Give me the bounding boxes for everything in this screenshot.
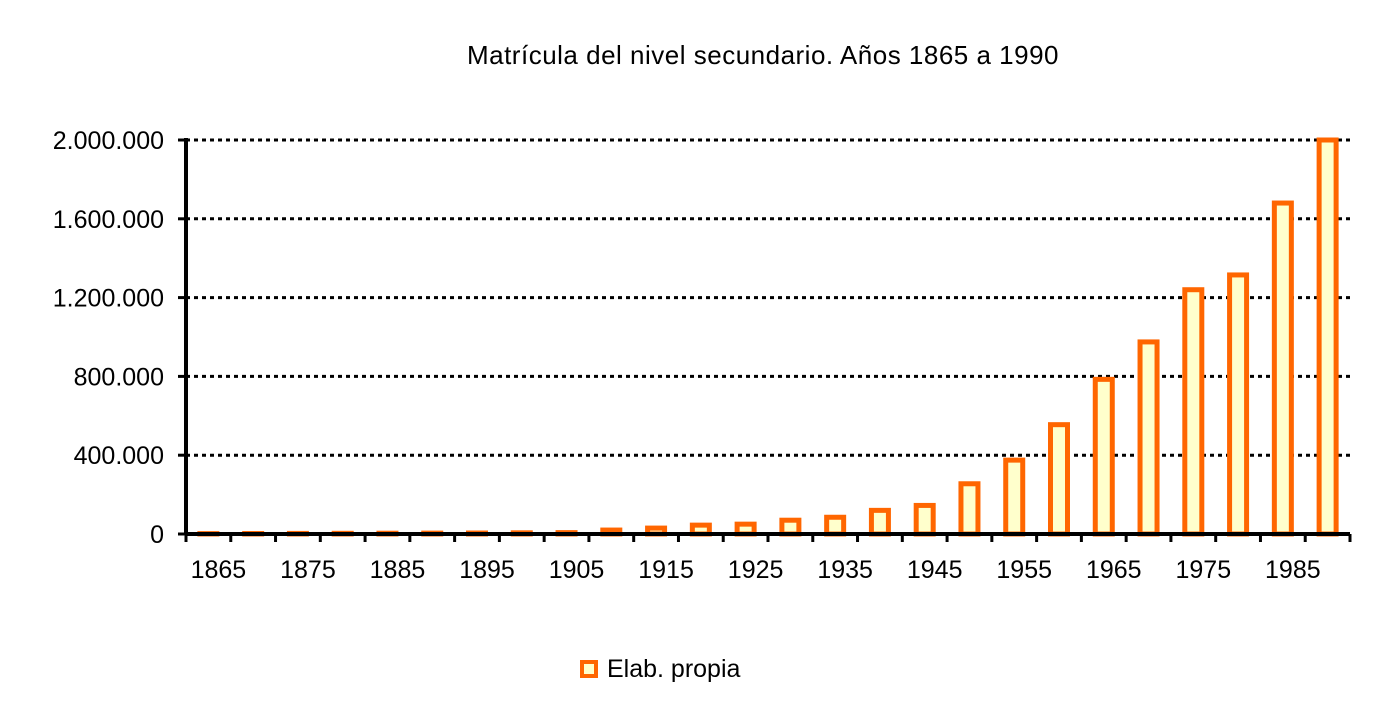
bar-1985	[1271, 200, 1294, 537]
bar-1955	[1003, 457, 1026, 537]
bar-1940	[868, 507, 891, 537]
x-tick-label: 1975	[1175, 556, 1231, 584]
bar-1980	[1227, 272, 1250, 537]
x-tick-labels: 1865 1875 1885 1895 1905 1915 1925 1935 1945 1955…	[191, 556, 1321, 584]
y-tick-labels: 0 400.000 800.000 1.200.000 1.600.000 2.000.0…	[53, 127, 164, 549]
legend-swatch	[580, 660, 598, 678]
y-tick-label: 0	[150, 521, 164, 549]
bar-1990	[1316, 137, 1339, 537]
y-tick-label: 2.000.000	[53, 127, 164, 155]
bar-1950	[958, 481, 981, 537]
chart-title: Matrícula del nivel secundario. Años 186…	[466, 40, 1060, 70]
y-tick-label: 800.000	[74, 363, 164, 391]
x-tick-label: 1985	[1265, 556, 1321, 584]
x-tick-label: 1885	[370, 556, 426, 584]
x-tick-label: 1935	[817, 556, 873, 584]
x-tick-label: 1925	[728, 556, 784, 584]
x-tick-label: 1945	[907, 556, 963, 584]
x-tick-label: 1865	[191, 556, 247, 584]
x-tick-label: 1895	[459, 556, 515, 584]
gridlines	[186, 138, 1350, 457]
bar-1960	[1048, 422, 1070, 537]
legend-label: Elab. propia	[607, 654, 741, 683]
bar-1945	[913, 502, 936, 537]
y-tick-label: 1.200.000	[53, 285, 164, 313]
axes	[178, 138, 1352, 542]
bar-1935	[824, 514, 847, 537]
bar-1970	[1137, 339, 1160, 537]
bar-1975	[1182, 287, 1205, 537]
bar-1965	[1092, 376, 1115, 537]
x-tick-label: 1965	[1086, 556, 1142, 584]
x-tick-label: 1915	[638, 556, 694, 584]
legend: Elab. propia	[580, 655, 740, 683]
x-tick-label: 1955	[996, 556, 1052, 584]
x-tick-label: 1905	[549, 556, 605, 584]
bar-1930	[779, 517, 802, 537]
bars	[197, 137, 1339, 537]
y-tick-label: 1.600.000	[53, 206, 164, 234]
y-tick-label: 400.000	[74, 442, 164, 470]
x-tick-label: 1875	[280, 556, 336, 584]
